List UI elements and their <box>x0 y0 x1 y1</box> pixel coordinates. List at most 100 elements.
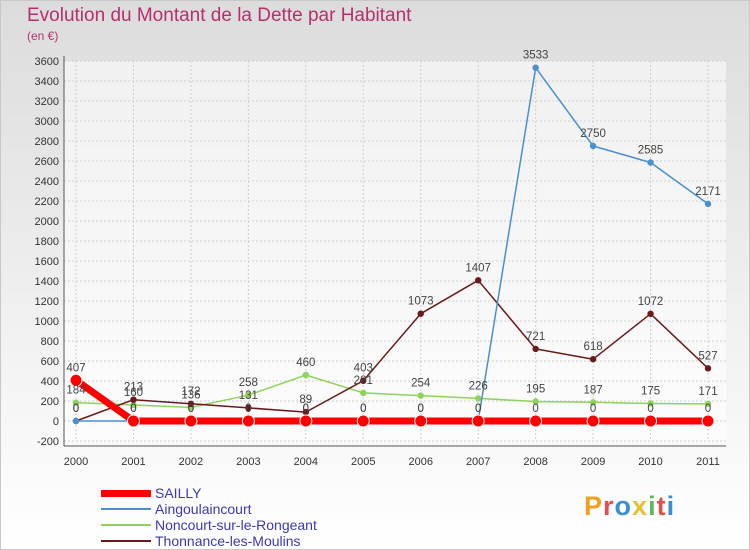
data-point <box>187 400 195 407</box>
x-tick-label: 2001 <box>121 456 145 468</box>
data-label: 0 <box>475 403 481 415</box>
y-tick-label: 2800 <box>35 136 59 148</box>
y-tick-label: -200 <box>37 436 59 448</box>
data-point <box>471 414 485 428</box>
legend-label: Thonnance-les-Moulins <box>155 533 301 549</box>
data-point <box>529 414 543 428</box>
y-tick-label: 800 <box>41 336 59 348</box>
legend-swatch <box>101 524 151 526</box>
data-point <box>474 277 482 284</box>
y-tick-label: 2200 <box>35 196 59 208</box>
y-tick-label: 2600 <box>35 156 59 168</box>
x-tick-label: 2006 <box>408 456 432 468</box>
logo-letter: o <box>614 491 633 521</box>
series-line-sailly <box>73 377 708 425</box>
logo-letter: r <box>603 491 615 521</box>
data-point <box>589 356 597 363</box>
data-label: 160 <box>124 387 143 399</box>
y-tick-label: 0 <box>53 416 59 428</box>
data-point <box>701 414 715 428</box>
data-point <box>589 399 597 406</box>
data-point <box>302 408 310 416</box>
data-point <box>241 414 255 428</box>
y-tick-label: 1600 <box>35 256 59 268</box>
data-point <box>644 414 658 428</box>
data-point <box>704 400 712 408</box>
data-point <box>532 398 539 405</box>
data-point <box>704 200 712 208</box>
data-label: 407 <box>66 362 85 374</box>
logo-letter: i <box>648 491 657 521</box>
data-label: 0 <box>188 403 194 415</box>
series-line-thonnance-les-moulins <box>75 279 709 422</box>
x-tick-label: 2000 <box>64 456 88 468</box>
data-label: 254 <box>411 378 431 390</box>
x-tick-label: 2011 <box>696 456 720 468</box>
data-label: 0 <box>245 403 251 415</box>
y-tick-label: 2400 <box>35 176 59 188</box>
data-label: 721 <box>526 331 545 343</box>
legend-label: Aingoulaincourt <box>155 501 252 517</box>
data-label: 195 <box>526 384 545 396</box>
y-tick-label: 1200 <box>35 296 59 308</box>
legend-label: SAILLY <box>155 485 202 501</box>
data-label: 3533 <box>523 50 549 62</box>
data-label: 184 <box>66 385 86 397</box>
y-tick-label: 1000 <box>35 316 59 328</box>
data-label: 0 <box>475 403 481 415</box>
data-point <box>302 371 310 379</box>
data-label: 171 <box>698 386 717 398</box>
data-label: 0 <box>130 403 136 415</box>
data-label: 1072 <box>638 296 664 308</box>
x-tick-label: 2010 <box>638 456 662 468</box>
y-tick-label: 2000 <box>35 216 59 228</box>
y-tick-label: 1400 <box>35 276 59 288</box>
data-point <box>126 414 140 428</box>
data-point <box>72 417 80 425</box>
data-point <box>417 310 424 317</box>
legend-label: Noncourt-sur-le-Rongeant <box>155 517 317 533</box>
data-label: 281 <box>354 375 373 387</box>
data-label: 2171 <box>695 186 721 198</box>
legend-item: Noncourt-sur-le-Rongeant <box>101 517 317 533</box>
data-label: 89 <box>299 394 312 406</box>
data-label: 0 <box>303 403 309 415</box>
y-tick-label: 200 <box>41 396 59 408</box>
data-point <box>299 414 313 428</box>
data-label: 136 <box>181 389 200 401</box>
legend-swatch <box>101 489 151 497</box>
y-tick-label: 3000 <box>35 116 59 128</box>
legend-swatch <box>101 540 151 542</box>
y-tick-label: 3600 <box>35 56 59 68</box>
data-label: 0 <box>418 403 424 415</box>
data-point <box>589 142 597 150</box>
data-point <box>130 401 137 409</box>
data-point <box>417 392 424 399</box>
unit-label: (en €) <box>27 29 59 43</box>
data-point <box>360 377 367 384</box>
data-point <box>184 414 198 428</box>
y-tick-label: 1800 <box>35 236 59 248</box>
legend-item: Thonnance-les-Moulins <box>101 533 301 549</box>
data-label: 2585 <box>638 145 664 157</box>
data-point <box>586 414 600 428</box>
legend-item: SAILLY <box>101 485 201 501</box>
x-tick-label: 2007 <box>466 456 490 468</box>
plot-area <box>64 61 726 441</box>
data-label: 0 <box>705 403 711 415</box>
x-tick-label: 2009 <box>581 456 605 468</box>
data-label: 0 <box>532 403 538 415</box>
data-label: 0 <box>360 403 366 415</box>
x-tick-label: 2005 <box>351 456 375 468</box>
y-tick-label: 3400 <box>35 76 59 88</box>
y-tick-label: 400 <box>41 376 59 388</box>
data-label: 0 <box>647 403 653 415</box>
data-label: 0 <box>130 403 136 415</box>
data-point <box>414 414 428 428</box>
data-label: 0 <box>590 403 596 415</box>
data-label: 527 <box>698 350 717 362</box>
data-label: 175 <box>641 386 660 398</box>
data-point <box>647 159 654 166</box>
